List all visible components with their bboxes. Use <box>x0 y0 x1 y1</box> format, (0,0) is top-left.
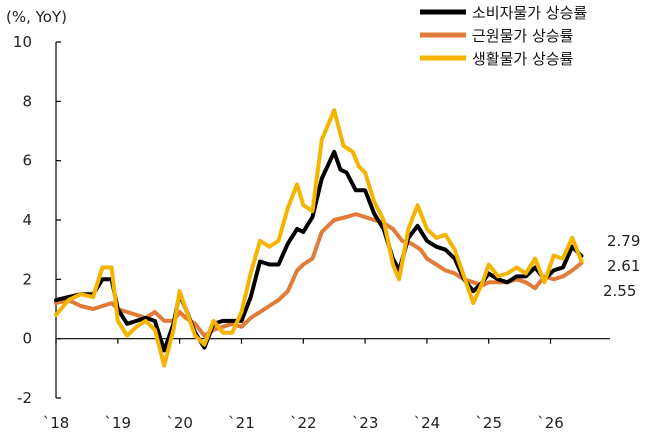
y-tick-label: 2 <box>22 270 32 288</box>
series-line-1 <box>54 149 584 353</box>
end-labels: 2.79 2.61 2.55 <box>603 232 640 300</box>
legend-label-3: 생활물가 상승률 <box>472 50 574 68</box>
y-unit-label: (%, YoY) <box>6 8 67 26</box>
end-value-label: 2.79 <box>607 232 640 250</box>
legend-label-2: 근원물가 상승률 <box>472 27 574 45</box>
axes: -2 0 2 4 6 8 10 `18 `19 `20 `21 `22 `23 `24 `25 `26 <box>13 33 610 432</box>
x-tick-label: `23 <box>352 414 379 432</box>
y-tick-label: 8 <box>22 92 32 110</box>
series-line-2 <box>54 212 584 338</box>
series-line-3 <box>54 108 584 368</box>
y-tick-label: -2 <box>17 389 32 407</box>
x-tick-label: `18 <box>43 414 70 432</box>
x-tick-label: `26 <box>537 414 564 432</box>
y-tick-label: 4 <box>22 211 32 229</box>
x-tick-label: `22 <box>290 414 317 432</box>
y-tick-label: 6 <box>22 152 32 170</box>
series-layer <box>54 108 584 368</box>
end-value-label: 2.61 <box>607 257 640 275</box>
x-tick-label: `25 <box>475 414 502 432</box>
legend-label-1: 소비자물가 상승률 <box>472 4 587 22</box>
y-tick-label: 0 <box>22 330 32 348</box>
y-tick-label: 10 <box>13 33 32 51</box>
x-tick-label: `24 <box>414 414 441 432</box>
x-tick-label: `20 <box>166 414 193 432</box>
x-tick-label: `21 <box>228 414 255 432</box>
x-tick-label: `19 <box>105 414 132 432</box>
end-value-label: 2.55 <box>603 282 636 300</box>
